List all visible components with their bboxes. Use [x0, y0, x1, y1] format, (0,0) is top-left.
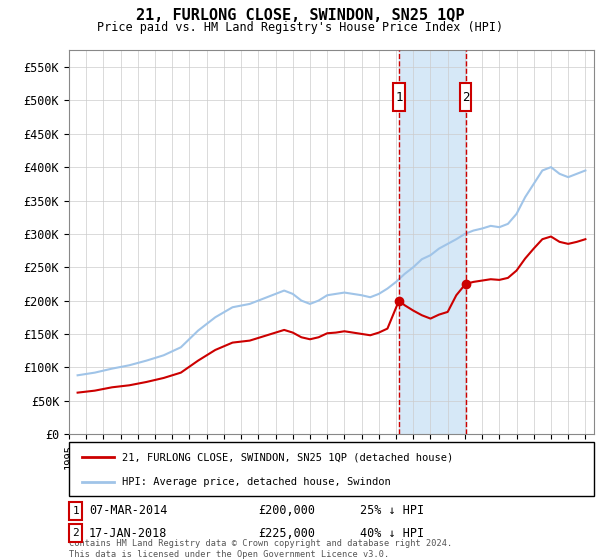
Text: £225,000: £225,000	[258, 526, 315, 540]
Bar	[399, 50, 466, 434]
Text: 1: 1	[72, 506, 79, 516]
FancyBboxPatch shape	[460, 83, 471, 111]
FancyBboxPatch shape	[69, 442, 594, 496]
Text: 1: 1	[395, 91, 403, 104]
Text: 40% ↓ HPI: 40% ↓ HPI	[360, 526, 424, 540]
Text: 25% ↓ HPI: 25% ↓ HPI	[360, 504, 424, 517]
Text: Contains HM Land Registry data © Crown copyright and database right 2024.
This d: Contains HM Land Registry data © Crown c…	[69, 539, 452, 559]
Text: 17-JAN-2018: 17-JAN-2018	[89, 526, 167, 540]
Text: £200,000: £200,000	[258, 504, 315, 517]
Text: HPI: Average price, detached house, Swindon: HPI: Average price, detached house, Swin…	[121, 477, 390, 487]
Text: 21, FURLONG CLOSE, SWINDON, SN25 1QP (detached house): 21, FURLONG CLOSE, SWINDON, SN25 1QP (de…	[121, 452, 453, 463]
FancyBboxPatch shape	[394, 83, 404, 111]
Text: 2: 2	[462, 91, 469, 104]
Text: 21, FURLONG CLOSE, SWINDON, SN25 1QP: 21, FURLONG CLOSE, SWINDON, SN25 1QP	[136, 8, 464, 24]
Text: 2: 2	[72, 528, 79, 538]
Text: Price paid vs. HM Land Registry's House Price Index (HPI): Price paid vs. HM Land Registry's House …	[97, 21, 503, 34]
Text: 07-MAR-2014: 07-MAR-2014	[89, 504, 167, 517]
